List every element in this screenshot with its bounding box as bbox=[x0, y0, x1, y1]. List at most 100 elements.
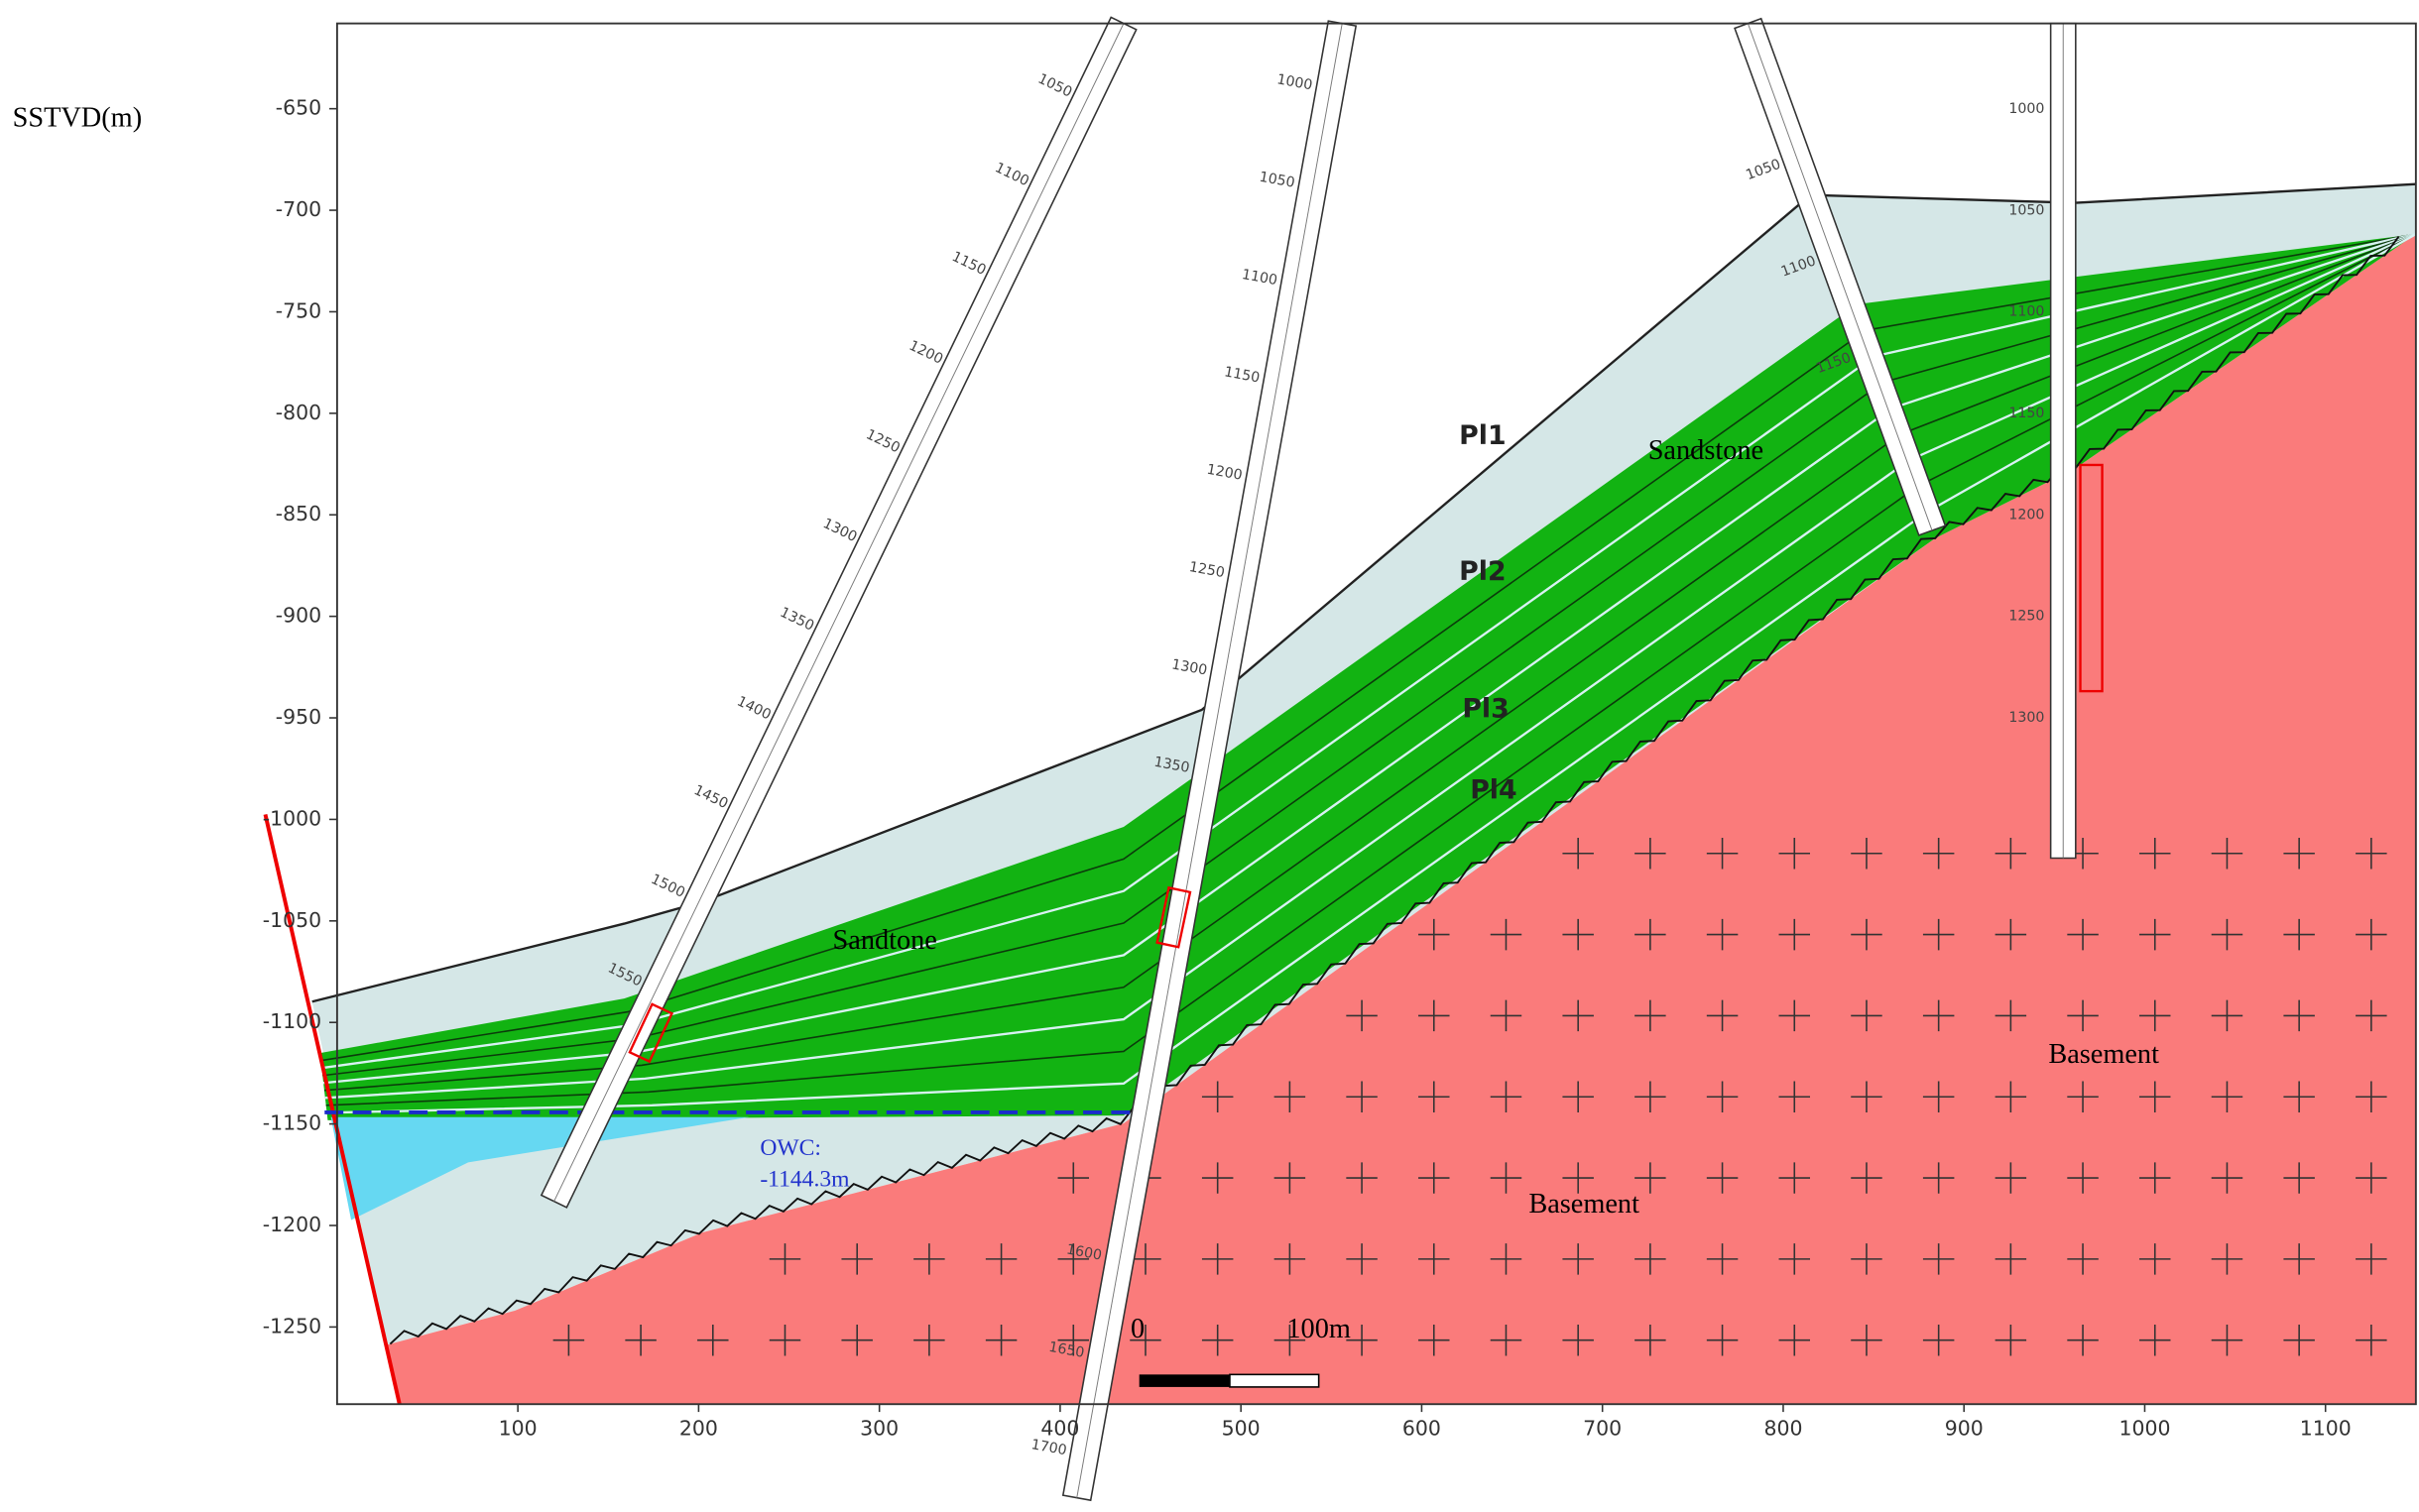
well-depth-label: 1050 bbox=[1258, 170, 1295, 191]
well-depth-label: 1250 bbox=[1188, 559, 1226, 581]
well-depth-label: 1650 bbox=[1047, 1339, 1085, 1361]
basement-cross bbox=[1490, 1081, 1522, 1112]
basement-cross bbox=[2211, 918, 2243, 951]
basement-cross bbox=[1922, 838, 1955, 870]
x-tick-label: 200 bbox=[679, 1416, 718, 1440]
basement-cross bbox=[2139, 838, 2171, 870]
basement-cross bbox=[1706, 1243, 1739, 1275]
basement-cross bbox=[1562, 999, 1594, 1032]
layer-label: Pl4 bbox=[1470, 774, 1516, 805]
basement-cross bbox=[2067, 918, 2099, 951]
basement-cross bbox=[2067, 1081, 2099, 1112]
basement-cross bbox=[2211, 1324, 2243, 1356]
basement-cross bbox=[1995, 838, 2027, 870]
basement-cross bbox=[2283, 999, 2315, 1032]
basement-cross bbox=[2211, 1243, 2243, 1275]
basement-cross bbox=[1490, 999, 1522, 1032]
basement-cross bbox=[1995, 1162, 2027, 1194]
x-tick-label: 100 bbox=[499, 1416, 538, 1440]
basement-cross bbox=[1490, 918, 1522, 951]
basement-cross bbox=[1418, 1081, 1450, 1112]
basement-cross bbox=[1418, 918, 1450, 951]
basement-cross bbox=[1562, 918, 1594, 951]
basement-cross bbox=[1778, 1324, 1811, 1356]
basement-cross bbox=[1130, 1324, 1161, 1356]
basement-cross bbox=[1490, 1324, 1522, 1356]
basement-cross bbox=[2283, 1243, 2315, 1275]
basement-cross bbox=[1995, 1324, 2027, 1356]
perforation bbox=[1155, 885, 1192, 949]
basement-cross bbox=[1851, 1081, 1882, 1112]
layer-label: Pl1 bbox=[1459, 420, 1506, 451]
well-depth-label: 1000 bbox=[1275, 71, 1313, 93]
well-depth-label: 1300 bbox=[2008, 710, 2044, 726]
basement-cross bbox=[2356, 838, 2387, 870]
basement-cross bbox=[2211, 999, 2243, 1032]
basement-cross bbox=[1346, 1324, 1378, 1356]
well-depth-label: 1200 bbox=[907, 338, 945, 368]
bed-line bbox=[325, 233, 2417, 1106]
y-tick-label: -650 bbox=[276, 96, 321, 120]
basement-cross bbox=[1634, 1324, 1666, 1356]
basement-cross bbox=[1922, 1243, 1955, 1275]
x-tick-label: 900 bbox=[1945, 1416, 1984, 1440]
basement-cross bbox=[1851, 918, 1882, 951]
basement-cross bbox=[1130, 1243, 1161, 1275]
basement-cross bbox=[913, 1243, 945, 1275]
well-depth-label: 1050 bbox=[1035, 71, 1074, 101]
scale-bar bbox=[1229, 1373, 1320, 1388]
basement-cross bbox=[697, 1324, 729, 1356]
basement-cross bbox=[2139, 999, 2171, 1032]
basement-cross bbox=[2211, 1081, 2243, 1112]
basement-cross bbox=[2283, 1324, 2315, 1356]
basement-cross bbox=[2211, 838, 2243, 870]
y-tick-label: -1150 bbox=[263, 1111, 321, 1135]
basement-cross bbox=[2067, 999, 2099, 1032]
x-tick-label: 400 bbox=[1040, 1416, 1079, 1440]
basement-cross bbox=[1562, 1243, 1594, 1275]
basement-cross bbox=[2211, 1162, 2243, 1194]
basement-cross bbox=[1706, 838, 1739, 870]
water-zone bbox=[330, 1116, 750, 1221]
well-depth-label: 1700 bbox=[1029, 1437, 1067, 1458]
x-tick-label: 800 bbox=[1763, 1416, 1802, 1440]
well-depth-label: 1250 bbox=[863, 426, 902, 456]
basement bbox=[387, 234, 2416, 1405]
basement-cross bbox=[1778, 918, 1811, 951]
y-tick-label: -1100 bbox=[263, 1009, 321, 1033]
y-tick-label: -1250 bbox=[263, 1314, 321, 1338]
y-tick-label: -800 bbox=[276, 401, 321, 424]
x-tick-label: 600 bbox=[1402, 1416, 1441, 1440]
basement-cross bbox=[1273, 1081, 1306, 1112]
bed-line bbox=[320, 233, 2416, 1062]
basement-cross bbox=[1995, 999, 2027, 1032]
basement-cross bbox=[2139, 1081, 2171, 1112]
fault bbox=[263, 813, 402, 1405]
basement-cross bbox=[2356, 918, 2387, 951]
scale-end: 100m bbox=[1286, 1314, 1351, 1344]
basement-cross bbox=[1201, 1243, 1234, 1275]
basement-cross bbox=[1634, 1081, 1666, 1112]
basement-cross bbox=[841, 1324, 873, 1356]
basement-cross bbox=[1634, 1162, 1666, 1194]
basement-cross bbox=[1778, 999, 1811, 1032]
well-depth-label: 1450 bbox=[691, 782, 730, 812]
well-axis bbox=[1076, 23, 1343, 1498]
basement-cross bbox=[1201, 1081, 1234, 1112]
basement-cross bbox=[1273, 1162, 1306, 1194]
basement-cross bbox=[769, 1243, 801, 1275]
basement-cross bbox=[2356, 1081, 2387, 1112]
well-depth-label: 1000 bbox=[2008, 101, 2044, 117]
basement-cross bbox=[1995, 1243, 2027, 1275]
y-tick-label: -950 bbox=[276, 705, 321, 729]
basement-cross bbox=[1057, 1243, 1090, 1275]
basement-cross bbox=[2067, 1243, 2099, 1275]
basement-cross bbox=[1995, 918, 2027, 951]
well-depth-label: 1400 bbox=[734, 693, 773, 723]
well-depth-label: 1600 bbox=[1065, 1241, 1103, 1263]
x-tick-label: 1100 bbox=[2300, 1416, 2352, 1440]
well-depth-label: 1250 bbox=[2008, 609, 2044, 625]
basement-cross bbox=[2283, 1162, 2315, 1194]
